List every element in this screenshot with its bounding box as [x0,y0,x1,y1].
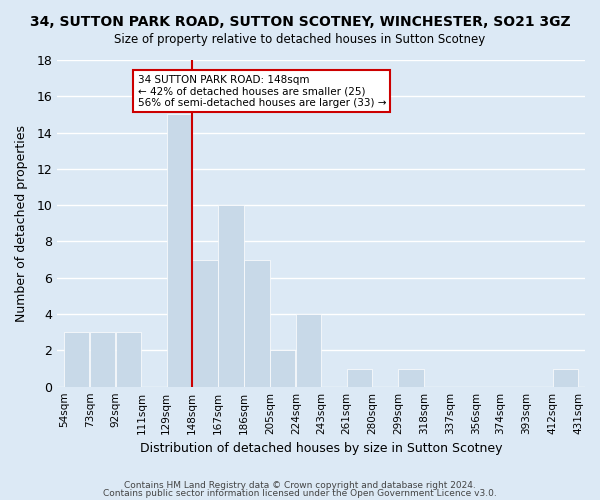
Bar [553,368,578,386]
Bar [347,368,372,386]
Bar [167,114,192,386]
Bar [296,314,322,386]
Bar [116,332,142,386]
Bar [270,350,295,386]
Bar [218,205,244,386]
Y-axis label: Number of detached properties: Number of detached properties [15,125,28,322]
Text: Size of property relative to detached houses in Sutton Scotney: Size of property relative to detached ho… [115,32,485,46]
X-axis label: Distribution of detached houses by size in Sutton Scotney: Distribution of detached houses by size … [140,442,502,455]
Bar [193,260,218,386]
Text: 34 SUTTON PARK ROAD: 148sqm
← 42% of detached houses are smaller (25)
56% of sem: 34 SUTTON PARK ROAD: 148sqm ← 42% of det… [137,74,386,108]
Bar [90,332,115,386]
Bar [244,260,269,386]
Text: Contains public sector information licensed under the Open Government Licence v3: Contains public sector information licen… [103,488,497,498]
Bar [398,368,424,386]
Text: 34, SUTTON PARK ROAD, SUTTON SCOTNEY, WINCHESTER, SO21 3GZ: 34, SUTTON PARK ROAD, SUTTON SCOTNEY, WI… [29,15,571,29]
Bar [64,332,89,386]
Text: Contains HM Land Registry data © Crown copyright and database right 2024.: Contains HM Land Registry data © Crown c… [124,481,476,490]
